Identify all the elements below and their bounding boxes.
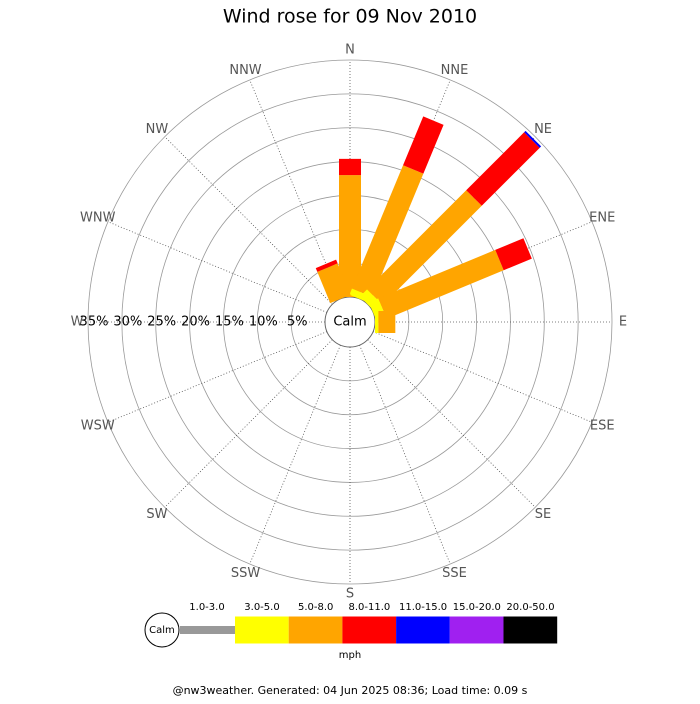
direction-label: WNW <box>80 210 116 225</box>
spoke <box>359 344 451 565</box>
grid-ring <box>155 127 545 517</box>
legend-label: 8.0-11.0 <box>349 602 391 613</box>
r-tick-label: 25% <box>147 315 176 330</box>
bar-segment <box>339 158 361 176</box>
direction-label: SW <box>146 507 167 522</box>
footer: @nw3weather. Generated: 04 Jun 2025 08:3… <box>173 684 528 697</box>
bar-segment <box>466 132 540 206</box>
direction-bar <box>315 259 351 304</box>
direction-label: WSW <box>81 419 115 434</box>
bar-segment <box>374 311 379 333</box>
direction-label: NW <box>146 122 169 137</box>
direction-label: W <box>71 315 84 330</box>
direction-label: E <box>619 315 627 330</box>
legend-swatch <box>396 616 450 644</box>
bar-segment <box>339 175 361 297</box>
grid-ring <box>87 59 613 585</box>
bar-segment <box>317 263 351 304</box>
direction-label: NNW <box>229 63 261 78</box>
legend-label: 11.0-15.0 <box>399 602 447 613</box>
bar-segment <box>367 190 482 305</box>
legend-unit: mph <box>339 650 361 661</box>
spoke <box>164 339 333 508</box>
legend-swatch <box>288 616 343 644</box>
r-tick-label: 15% <box>215 315 244 330</box>
legend-label: 15.0-20.0 <box>453 602 501 613</box>
direction-bar <box>339 158 361 297</box>
legend-swatch <box>235 616 289 644</box>
direction-label: ENE <box>589 210 615 225</box>
spoke <box>372 331 593 423</box>
direction-label: NNE <box>441 63 469 78</box>
direction-label: SSW <box>231 566 261 581</box>
spoke <box>249 344 341 565</box>
direction-label: N <box>345 43 355 58</box>
r-tick-label: 5% <box>287 315 308 330</box>
legend-label: 5.0-8.0 <box>298 602 333 613</box>
legend-label: 3.0-5.0 <box>244 602 279 613</box>
legend-calm <box>144 612 180 648</box>
legend-swatch <box>449 616 504 644</box>
r-tick-label: 10% <box>249 315 278 330</box>
spoke <box>367 339 536 508</box>
spoke <box>107 221 328 313</box>
direction-label: S <box>346 587 354 602</box>
bar-segment <box>403 116 444 174</box>
grid-ring <box>121 93 579 551</box>
direction-label: SE <box>535 507 551 522</box>
r-tick-label: 20% <box>181 315 210 330</box>
spoke <box>107 331 328 423</box>
bar-segment <box>315 259 338 272</box>
spoke <box>164 136 333 305</box>
legend-swatch <box>180 626 235 634</box>
direction-label: ESE <box>590 419 615 434</box>
spoke <box>249 79 341 300</box>
direction-bar <box>368 238 532 323</box>
bar-segment <box>524 130 542 148</box>
direction-label: SSE <box>442 566 467 581</box>
legend-label: 1.0-3.0 <box>189 602 224 613</box>
r-tick-label: 30% <box>113 315 142 330</box>
bar-segment <box>351 165 424 297</box>
bar-segment <box>495 238 532 271</box>
legend-label: 20.0-50.0 <box>506 602 554 613</box>
legend-swatch <box>342 616 397 644</box>
direction-bar <box>374 311 396 333</box>
r-tick-label: 35% <box>80 315 109 330</box>
calm-label: Calm <box>333 315 366 330</box>
legend-calm-label: Calm <box>149 625 175 636</box>
chart-title: Wind rose for 09 Nov 2010 <box>223 6 477 28</box>
bar-segment <box>378 249 504 319</box>
direction-bar <box>359 130 542 313</box>
direction-label: NE <box>534 122 552 137</box>
legend-swatch <box>503 616 558 644</box>
bar-segment <box>378 311 396 333</box>
